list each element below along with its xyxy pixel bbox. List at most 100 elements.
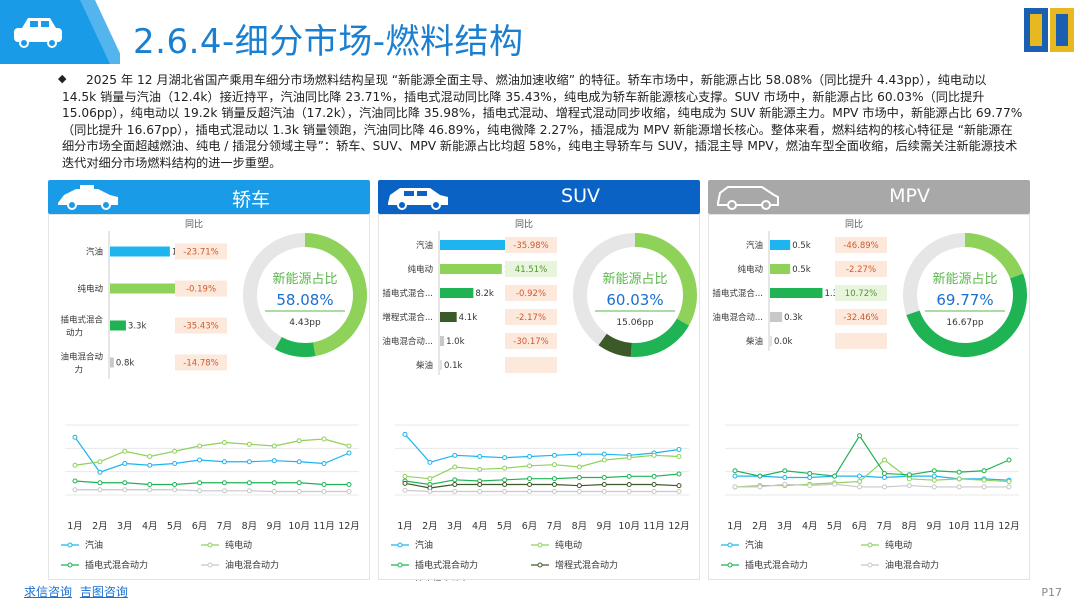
x-tick-label: 10月 (618, 521, 640, 532)
bar (440, 336, 445, 346)
series-point (931, 477, 937, 483)
legend-label: 纯电动 (225, 539, 252, 551)
series-point (346, 482, 352, 487)
legend-label: 增程式混合动力 (555, 559, 618, 571)
series-point (72, 462, 78, 468)
donut-value: 69.77% (936, 291, 993, 309)
panel-title: SUV (561, 185, 600, 207)
series-point (576, 464, 582, 470)
series-point (807, 475, 813, 480)
series-point (981, 484, 987, 490)
yoy-cell (835, 237, 887, 253)
bar-value-label: 0.1k (444, 361, 463, 371)
series-line (404, 489, 679, 493)
legend-marker (537, 542, 543, 548)
series-line (735, 483, 1009, 488)
legend-marker (207, 562, 213, 568)
yoy-value: -14.78% (183, 359, 218, 369)
bar (110, 357, 114, 368)
legend-marker (397, 562, 403, 568)
series-point (172, 461, 178, 466)
x-tick-label: 6月 (522, 521, 538, 532)
series-point (271, 458, 277, 464)
yoy-cell (505, 333, 557, 349)
series-point (626, 473, 632, 479)
yoy-cell (175, 243, 227, 260)
yoy-cell (175, 354, 227, 371)
bar-category-label: 柴油 (416, 360, 433, 371)
series-point (527, 482, 533, 487)
series-point (321, 436, 327, 442)
series-point (147, 462, 153, 468)
x-tick-label: 7月 (877, 521, 893, 532)
series-point (527, 454, 533, 459)
yoy-value: -32.46% (843, 313, 878, 323)
x-tick-label: 6月 (192, 521, 208, 532)
series-point (97, 487, 103, 493)
summary-text: 2025 年 12 月湖北省国产乘用车细分市场燃料结构呈现 “新能源全面主导、燃… (62, 73, 1023, 170)
series-point (1006, 457, 1012, 463)
series-point (246, 488, 252, 494)
series-point (931, 484, 937, 490)
yoy-value: -0.19% (186, 285, 216, 295)
yoy-header: 同比 (185, 218, 203, 230)
sedan-icon (58, 185, 118, 210)
yoy-value: 10.72% (845, 289, 877, 299)
series-point (732, 468, 738, 474)
suv-icon (388, 188, 448, 210)
series-point (296, 489, 302, 494)
mpv-panel-body: 同比 汽油 0.5k -46.89% 纯电动 0.5k -2.27% 插电式混合... 1.3k… (708, 214, 1030, 580)
series-point (651, 489, 657, 494)
series-point (197, 488, 203, 494)
footer-link-jitu[interactable]: 吉图咨询 (79, 585, 128, 599)
bar (770, 336, 772, 346)
legend-label: 插电式混合动力 (745, 559, 808, 571)
x-tick-label: 3月 (447, 521, 463, 532)
series-point (601, 457, 607, 463)
series-line (74, 438, 350, 466)
series-point (956, 476, 962, 482)
series-point (906, 472, 912, 478)
x-tick-label: 5月 (827, 521, 843, 532)
series-point (626, 489, 632, 494)
series-point (452, 464, 458, 470)
series-point (857, 479, 863, 485)
legend-marker (867, 542, 873, 548)
yoy-cell (505, 357, 557, 373)
x-tick-label: 8月 (902, 521, 918, 532)
footer-link-qiuxin[interactable]: 求信咨询 (24, 585, 73, 599)
bar (440, 288, 474, 298)
bar-value-label: 8.2k (475, 289, 494, 299)
series-point (477, 466, 483, 472)
series-point (502, 455, 508, 461)
yoy-cell (505, 261, 557, 277)
bar (440, 240, 510, 250)
series-point (906, 483, 912, 489)
series-line (74, 436, 350, 473)
bar-value-label: 0.5k (792, 241, 811, 251)
donut-segment (274, 336, 316, 357)
x-tick-label: 5月 (167, 521, 183, 532)
yoy-cell (835, 333, 887, 349)
series-point (576, 451, 582, 457)
series-point (246, 441, 252, 447)
company-logo-icon (1024, 8, 1074, 52)
series-point (346, 489, 352, 494)
donut-label: 新能源占比 (272, 271, 337, 287)
series-point (221, 488, 227, 494)
series-point (452, 452, 458, 458)
series-point (626, 455, 632, 461)
series-point (956, 484, 962, 490)
series-line (734, 434, 1010, 477)
series-point (601, 489, 607, 494)
donut-segment (598, 333, 632, 357)
series-point (651, 473, 657, 479)
legend-marker (207, 542, 213, 548)
sedan-panel-body: 同比汽油12.4k-23.71%纯电动14.5k-0.19%插电式混合动力3.3… (48, 214, 370, 580)
bar (440, 360, 442, 370)
x-tick-label: 11月 (313, 521, 335, 532)
series-point (857, 484, 863, 490)
series-point (551, 489, 557, 494)
series-point (956, 469, 962, 475)
series-point (981, 477, 987, 483)
